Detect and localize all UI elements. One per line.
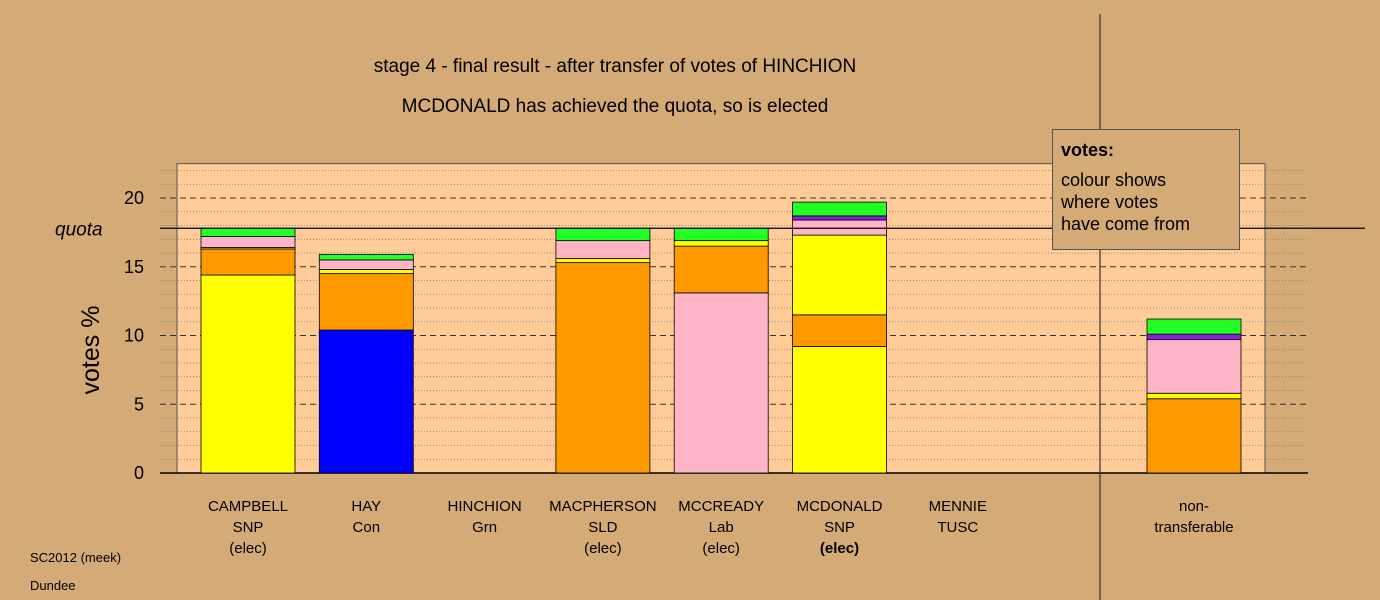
footer-location: Dundee bbox=[30, 578, 76, 593]
legend-line: have come from bbox=[1061, 214, 1191, 234]
candidate-label-line: MCDONALD bbox=[796, 498, 883, 515]
candidate-label-line: (elec) bbox=[702, 540, 740, 557]
bar-segment bbox=[555, 262, 651, 474]
bar-segment bbox=[555, 240, 651, 259]
chart-title: stage 4 - final result - after transfer … bbox=[373, 56, 857, 77]
bar-segment bbox=[1146, 392, 1242, 400]
bar-segment bbox=[200, 227, 296, 237]
y-tick-label: 10 bbox=[124, 326, 144, 346]
candidate-label: HINCHION Grn bbox=[420, 496, 550, 538]
bar-segment bbox=[792, 219, 887, 236]
bar-segment bbox=[200, 236, 296, 248]
candidate-label-line: non- bbox=[1178, 498, 1210, 515]
legend-line: where votes bbox=[1061, 192, 1159, 212]
candidate-label: CAMPBELL SNP (elec) bbox=[183, 496, 313, 559]
candidate-label-line: Lab bbox=[708, 519, 734, 536]
candidate-label-line: SNP bbox=[824, 519, 855, 536]
chart-subtitle: MCDONALD has achieved the quota, so is e… bbox=[401, 96, 829, 117]
bar-segment bbox=[673, 240, 769, 247]
y-tick-label: 0 bbox=[134, 463, 144, 483]
candidate-label-line: TUSC bbox=[937, 519, 979, 536]
bar-segment bbox=[318, 273, 414, 331]
bar-segment bbox=[792, 346, 887, 474]
bar-segment bbox=[1146, 339, 1242, 394]
candidate-label: MACPHERSON SLD (elec) bbox=[538, 496, 668, 559]
candidate-label-line: (elec) bbox=[819, 540, 860, 557]
bar-segment bbox=[318, 329, 414, 474]
bar-segment bbox=[1146, 398, 1242, 474]
candidate-label-line: Grn bbox=[472, 519, 498, 536]
bar-segment bbox=[792, 234, 887, 316]
candidate-label-line: MENNIE bbox=[928, 498, 987, 515]
legend-line: colour shows bbox=[1061, 170, 1167, 190]
bar-segment bbox=[673, 245, 769, 294]
candidate-label: MCDONALD SNP (elec) bbox=[775, 496, 905, 559]
candidate-label-line: CAMPBELL bbox=[207, 498, 289, 515]
y-tick-label: 5 bbox=[134, 394, 144, 414]
candidate-label-line: HINCHION bbox=[447, 498, 522, 515]
candidate-label: MENNIE TUSC bbox=[893, 496, 1023, 538]
candidate-label: MCCREADY Lab (elec) bbox=[656, 496, 786, 559]
bar-segment bbox=[792, 201, 887, 217]
bar-segment bbox=[792, 314, 887, 347]
bar-segment bbox=[318, 253, 414, 261]
bar-segment bbox=[1146, 333, 1242, 341]
legend-text: colour shows where votes have come from bbox=[1061, 169, 1231, 235]
candidate-label-line: SLD bbox=[588, 519, 618, 536]
quota-label: quota bbox=[55, 219, 103, 240]
legend-box: votes: colour shows where votes have com… bbox=[1052, 129, 1240, 250]
candidate-label-line: (elec) bbox=[229, 540, 267, 557]
bar-segment bbox=[200, 274, 296, 474]
candidate-label-line: transferable bbox=[1154, 519, 1234, 536]
candidate-label-line: MACPHERSON bbox=[549, 498, 657, 515]
y-tick-label: 15 bbox=[124, 257, 144, 277]
candidate-label: non-transferable bbox=[1129, 496, 1259, 538]
y-axis-label: votes % bbox=[77, 306, 105, 395]
candidate-label-line: MCCREADY bbox=[678, 498, 765, 515]
bar-segment bbox=[318, 269, 414, 275]
bar-segment bbox=[673, 227, 769, 242]
bar-segment bbox=[1146, 318, 1242, 335]
footer-source: SC2012 (meek) bbox=[30, 550, 122, 565]
bar-segment bbox=[318, 259, 414, 270]
candidate-label-line: SNP bbox=[232, 519, 264, 536]
bar-segment bbox=[673, 292, 769, 474]
y-tick-label: 20 bbox=[124, 188, 144, 208]
candidate-label-line: (elec) bbox=[584, 540, 622, 557]
bar-segment bbox=[555, 227, 651, 242]
candidate-label: HAY Con bbox=[301, 496, 431, 538]
bar-segment bbox=[792, 215, 887, 221]
candidate-label-line: Con bbox=[352, 519, 381, 536]
bar-segment bbox=[200, 248, 296, 276]
legend-title: votes: bbox=[1061, 140, 1115, 160]
bar-segment bbox=[555, 258, 651, 264]
candidate-label-line: HAY bbox=[351, 498, 382, 515]
